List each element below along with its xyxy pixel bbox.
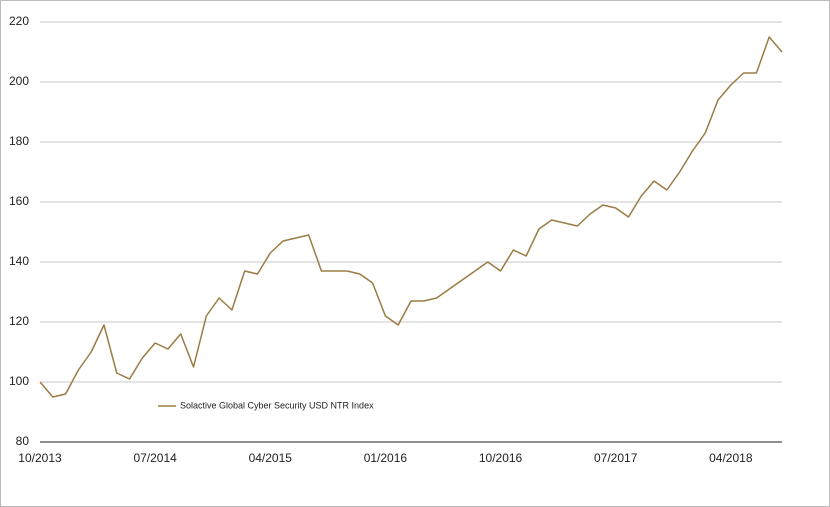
- y-tick-label: 80: [16, 434, 30, 448]
- x-tick-label: 10/2016: [479, 451, 523, 465]
- y-tick-label: 100: [9, 374, 29, 388]
- x-tick-label: 04/2018: [709, 451, 753, 465]
- y-tick-label: 220: [9, 14, 29, 28]
- series-line: [39, 36, 783, 398]
- x-tick-label: 01/2016: [364, 451, 408, 465]
- y-tick-label: 180: [9, 134, 29, 148]
- y-tick-label: 120: [9, 314, 29, 328]
- x-tick-label: 07/2017: [594, 451, 638, 465]
- y-tick-label: 160: [9, 194, 29, 208]
- x-tick-label: 07/2014: [133, 451, 177, 465]
- x-tick-label: 10/2013: [18, 451, 62, 465]
- x-tick-label: 04/2015: [249, 451, 293, 465]
- y-tick-label: 140: [9, 254, 29, 268]
- legend-text: Solactive Global Cyber Security USD NTR …: [180, 400, 374, 410]
- y-tick-label: 200: [9, 74, 29, 88]
